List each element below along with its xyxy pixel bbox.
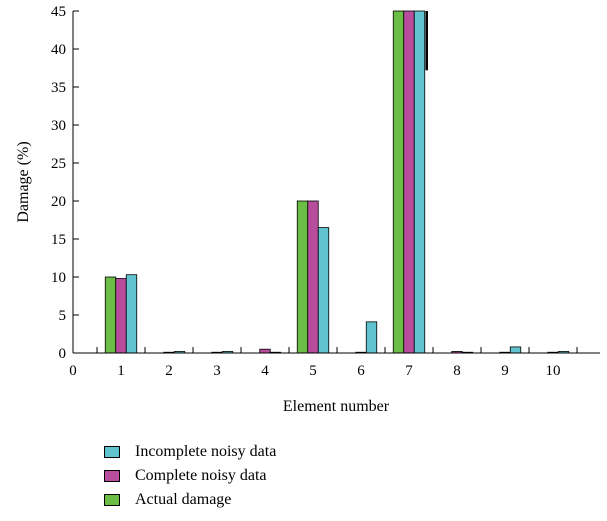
x-tick-label: 1	[117, 363, 125, 379]
bar-complete-noisy-data-5	[307, 200, 319, 354]
bar-actual-damage-1	[104, 276, 117, 354]
y-tick-label: 35	[51, 80, 66, 96]
x-tick-label: 5	[309, 363, 317, 379]
x-tick-label: 8	[453, 363, 461, 379]
y-axis-ticks: 0 5 10 15 20 25 30 35 40 45	[51, 4, 79, 362]
x-tick-label: 6	[357, 363, 365, 379]
y-tick-label: 5	[59, 308, 67, 324]
bars	[104, 10, 570, 354]
legend: Incomplete noisy data Complete noisy dat…	[104, 440, 276, 512]
y-tick-label: 40	[51, 42, 66, 58]
x-tick-label: 3	[213, 363, 221, 379]
x-tick-label: 2	[165, 363, 173, 379]
x-axis-ticks: 0 1 2 3 4 5 6 7 8 9 10	[69, 347, 578, 379]
bar-incomplete-noisy-data-9	[509, 346, 522, 354]
bar-complete-noisy-data-7	[403, 10, 415, 354]
y-tick-label: 0	[59, 346, 67, 362]
x-tick-label: 10	[546, 363, 561, 379]
y-tick-label: 10	[51, 270, 66, 286]
legend-label: Complete noisy data	[135, 467, 267, 484]
x-tick-label: 7	[405, 363, 413, 379]
bar-incomplete-noisy-data-7	[413, 10, 426, 354]
x-tick-label: 4	[261, 363, 269, 379]
x-tick-label: 0	[69, 363, 77, 379]
legend-swatch-incomplete-noisy-data	[104, 446, 120, 458]
legend-swatch-actual-damage	[104, 494, 120, 506]
legend-label: Incomplete noisy data	[135, 443, 277, 460]
y-tick-label: 30	[51, 118, 66, 134]
y-tick-label: 45	[51, 4, 66, 20]
x-tick-label: 9	[501, 363, 509, 379]
bar-actual-damage-5	[296, 200, 309, 354]
legend-item-incomplete-noisy-data: Incomplete noisy data	[104, 440, 276, 464]
bar-complete-noisy-data-1	[115, 278, 127, 354]
legend-item-complete-noisy-data: Complete noisy data	[104, 464, 276, 488]
bar-actual-damage-7	[392, 10, 405, 354]
y-tick-label: 25	[51, 156, 66, 172]
y-tick-label: 15	[51, 232, 66, 248]
legend-swatch-complete-noisy-data	[104, 470, 120, 482]
legend-item-actual-damage: Actual damage	[104, 488, 276, 512]
x-axis-title: Element number	[283, 398, 390, 415]
y-tick-label: 20	[51, 194, 66, 210]
bar-complete-noisy-data-4	[259, 348, 271, 354]
bar-incomplete-noisy-data-1	[125, 274, 138, 354]
legend-label: Actual damage	[135, 491, 232, 508]
bar-incomplete-noisy-data-6	[365, 321, 378, 354]
y-axis-title: Damage (%)	[15, 141, 32, 222]
bar-incomplete-noisy-data-5	[317, 227, 330, 354]
